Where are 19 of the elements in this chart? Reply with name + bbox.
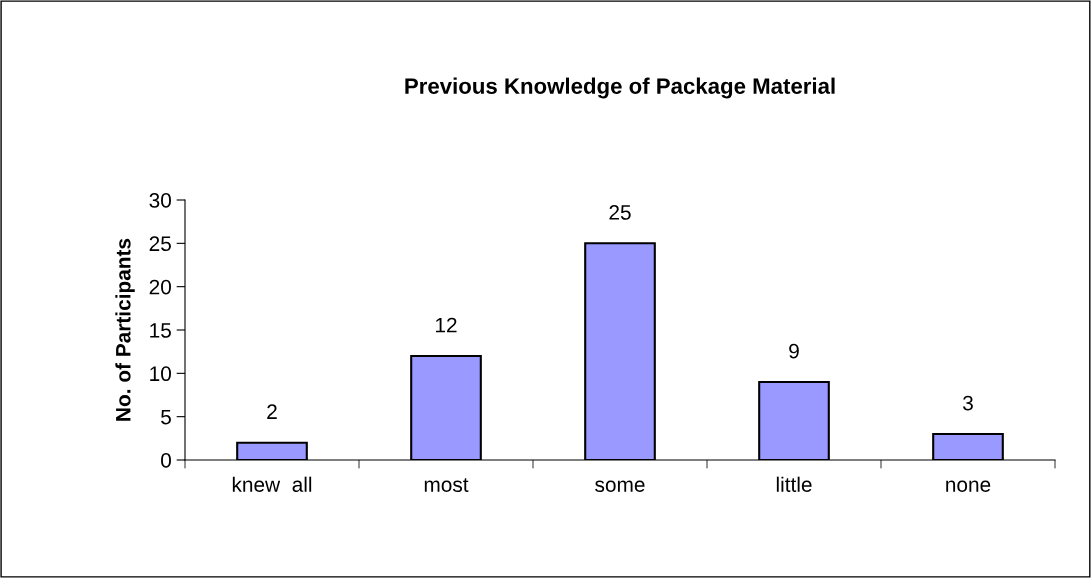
y-tick-label: 25 bbox=[149, 236, 171, 252]
data-label: 12 bbox=[436, 317, 457, 333]
y-axis-title: No. of Participants bbox=[115, 238, 135, 421]
y-tick-label: 20 bbox=[149, 279, 171, 295]
x-tick-label: knew all bbox=[232, 476, 312, 492]
data-label: 9 bbox=[789, 343, 799, 359]
x-tick-label: some bbox=[595, 480, 645, 492]
y-tick-label: 30 bbox=[149, 193, 171, 208]
y-tick-label: 10 bbox=[150, 366, 171, 382]
y-tick-label: 15 bbox=[150, 323, 171, 338]
data-label: 25 bbox=[609, 205, 631, 220]
chart-title: Previous Knowledge of Package Material bbox=[405, 77, 835, 99]
x-tick-label: none bbox=[946, 480, 991, 492]
data-label: 2 bbox=[267, 404, 277, 419]
y-tick-label: 5 bbox=[161, 409, 171, 425]
x-tick-label: little bbox=[776, 476, 812, 492]
y-tick-label: 0 bbox=[161, 453, 171, 468]
data-label: 3 bbox=[963, 395, 973, 411]
x-tick-label: most bbox=[424, 478, 469, 492]
